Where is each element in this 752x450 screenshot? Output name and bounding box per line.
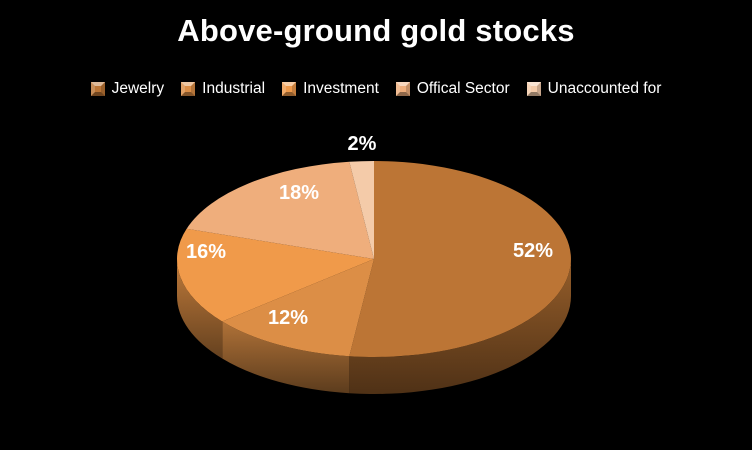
pie-slice-jewelry[interactable] [349,161,571,358]
chart-title: Above-ground gold stocks [177,13,575,48]
legend-item-industrial[interactable]: Industrial [181,80,265,98]
legend-marker-icon [181,82,196,96]
legend-label: Investment [303,80,379,97]
legend-marker-icon [90,82,105,96]
slice-label-offical-sector: 18% [279,182,319,204]
pie-slice-investment[interactable] [176,228,374,322]
legend-item-offical-sector[interactable]: Offical Sector [395,80,510,98]
slice-label-industrial: 12% [268,307,308,329]
pie-slice-industrial[interactable] [222,259,374,357]
legend-marker-icon [395,82,410,96]
legend-item-investment[interactable]: Investment [282,80,379,98]
pie-slice-offical-sector[interactable] [186,161,374,259]
legend-marker-icon [282,82,297,96]
legend: Jewelry Industrial Investment Offical Secto… [0,80,752,98]
slice-label-unaccounted-for: 2% [348,133,377,155]
slice-label-jewelry: 52% [513,240,553,262]
pie-slice-unaccounted-for[interactable] [349,161,374,259]
pie-rim-investment [177,259,223,359]
legend-item-jewelry[interactable]: Jewelry [90,80,165,98]
legend-label: Industrial [202,80,266,97]
legend-label: Unaccounted for [547,80,662,97]
legend-label: Offical Sector [416,80,510,97]
pie-rim-industrial [222,321,350,394]
slice-label-investment: 16% [186,241,226,263]
pie-rim-jewelry [349,259,571,395]
legend-item-unaccounted-for[interactable]: Unaccounted for [526,80,662,98]
legend-marker-icon [526,82,541,96]
legend-label: Jewelry [111,80,165,97]
